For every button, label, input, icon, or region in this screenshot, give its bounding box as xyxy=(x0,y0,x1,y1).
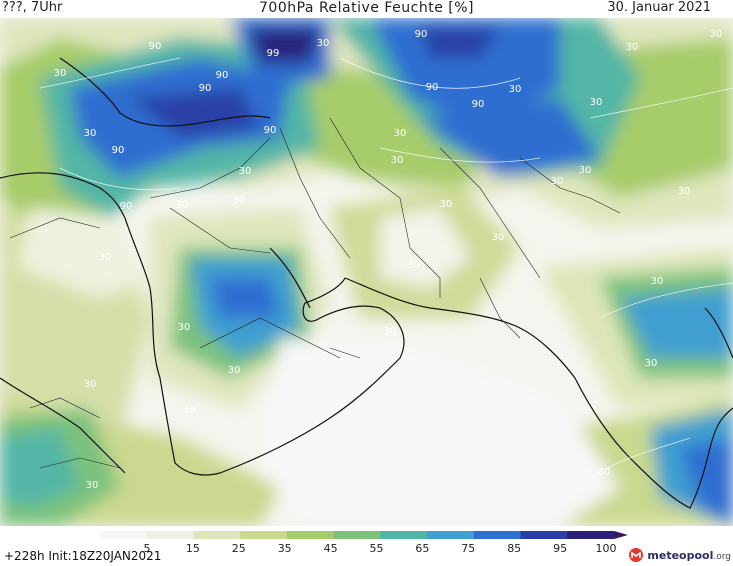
colorbar-ticks: 5 15 25 35 45 55 65 75 85 95 100 xyxy=(0,542,733,558)
forecast-time-label: ???, 7Uhr xyxy=(2,0,63,15)
contour-label: 30 xyxy=(598,467,611,478)
colorbar xyxy=(100,531,628,539)
init-time-label: +228h Init:18Z20JAN2021 xyxy=(4,549,162,563)
contour-label: 30 xyxy=(440,199,453,210)
contour-label: 90 xyxy=(472,99,485,110)
colorbar-tick-label: 45 xyxy=(323,542,338,555)
contour-lines xyxy=(39,57,733,479)
contour-label: 30 xyxy=(678,186,691,197)
contour-label: 30 xyxy=(183,405,196,416)
map-title: 700hPa Relative Feuchte [%] xyxy=(259,0,474,16)
forecast-date: 30. Januar 2021 xyxy=(607,0,711,15)
contour-label: 30 xyxy=(84,128,97,139)
colorbar-swatch xyxy=(520,531,568,539)
colorbar-swatch xyxy=(286,531,335,539)
contour-label: 30 xyxy=(626,42,639,53)
contour-label: 99 xyxy=(267,48,280,59)
colorbar-swatch xyxy=(240,531,288,539)
colorbar-swatch xyxy=(333,531,381,539)
contour-label: 30 xyxy=(317,38,330,49)
contour-label: 30 xyxy=(509,84,522,95)
colorbar-tick-label: 75 xyxy=(461,542,476,555)
contour-label: 30 xyxy=(233,195,246,206)
contour-label: 30 xyxy=(394,128,407,139)
contour-label: 30 xyxy=(645,358,658,369)
contour-label: 30 xyxy=(54,68,67,79)
contour-label: 30 xyxy=(590,97,603,108)
humidity-field xyxy=(0,18,733,526)
contour-label: 90 xyxy=(415,29,428,40)
contour-label: 30 xyxy=(651,276,664,287)
logo-tld: .org xyxy=(713,551,731,562)
colorbar-swatch xyxy=(100,531,148,539)
borders xyxy=(9,117,621,469)
contour-label: 90 xyxy=(426,82,439,93)
contour-label: 30 xyxy=(176,200,189,211)
colorbar-tick-label: 55 xyxy=(369,542,384,555)
colorbar-tick-label: 65 xyxy=(415,542,430,555)
colorbar-swatch xyxy=(380,531,428,539)
contour-label: 30 xyxy=(384,326,397,337)
contour-label: 30 xyxy=(551,176,564,187)
contour-label: 90 xyxy=(120,201,133,212)
contour-label: 30 xyxy=(492,232,505,243)
contour-labels: 30 30 90 99 30 90 90 90 90 90 30 30 30 30 30 90 90 90 30 30… xyxy=(54,29,723,491)
meteopool-logo[interactable]: meteopool.org xyxy=(628,545,731,565)
contour-label: 30 xyxy=(391,155,404,166)
meteopool-logo-icon xyxy=(629,548,644,562)
contour-label: 90 xyxy=(199,83,212,94)
logo-name: meteopool xyxy=(647,548,714,562)
contour-label: 30 xyxy=(84,379,97,390)
contour-label: 30 xyxy=(99,252,112,263)
humidity-map: 30 30 90 99 30 90 90 90 90 90 30 30 30 30 30 90 90 90 30 30… xyxy=(0,18,733,526)
colorbar-tick-label: 85 xyxy=(507,542,522,555)
contour-label: 90 xyxy=(216,70,229,81)
colorbar-tick-label: 95 xyxy=(553,542,568,555)
contour-label: 90 xyxy=(264,125,277,136)
contour-label: 90 xyxy=(112,145,125,156)
contour-label: 30 xyxy=(579,165,592,176)
contour-label: 30 xyxy=(710,29,723,40)
contour-label: 30 xyxy=(228,365,241,376)
colorbar-tick-label: 25 xyxy=(231,542,246,555)
colorbar-tick-label: 35 xyxy=(277,542,292,555)
coastlines xyxy=(0,57,733,509)
colorbar-swatch xyxy=(193,531,241,539)
contour-label: 30 xyxy=(178,322,191,333)
colorbar-swatch xyxy=(146,531,194,539)
colorbar-swatch xyxy=(427,531,475,539)
contour-label: 90 xyxy=(149,41,162,52)
colorbar-tick-label: 5 xyxy=(143,542,151,555)
contour-label: 30 xyxy=(239,166,252,177)
colorbar-tick-label: 15 xyxy=(185,542,200,555)
colorbar-swatch xyxy=(473,531,522,539)
colorbar-swatch xyxy=(567,531,615,539)
contour-label: 30 xyxy=(86,480,99,491)
contour-label: 30 xyxy=(408,260,421,271)
colorbar-extend-arrow xyxy=(614,531,628,539)
colorbar-tick-label: 100 xyxy=(595,542,617,555)
